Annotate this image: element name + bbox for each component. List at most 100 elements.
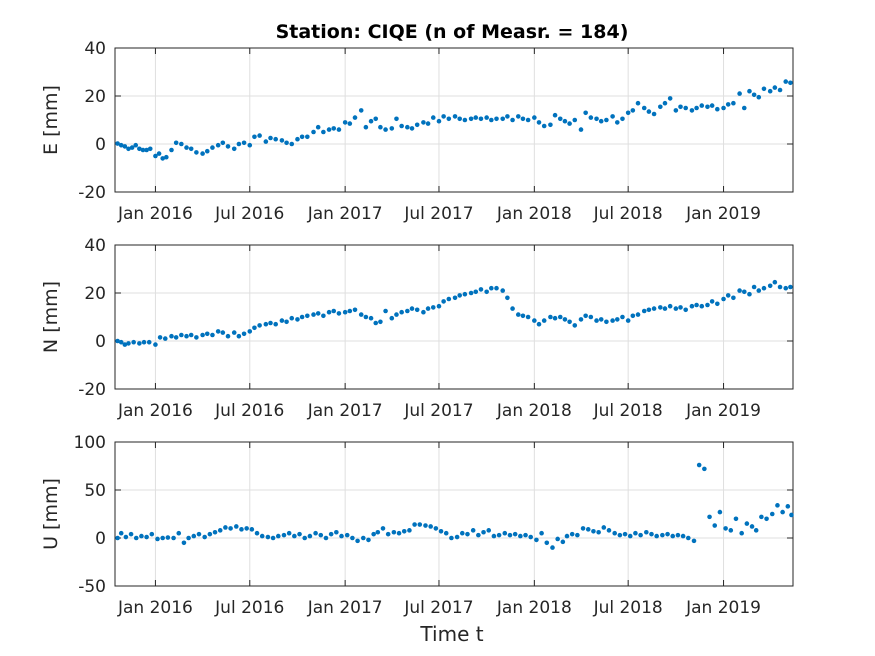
data-point [494, 116, 499, 122]
y-tick-label: 0 [95, 529, 106, 549]
data-point [536, 321, 542, 327]
data-point [247, 142, 253, 148]
data-point [115, 141, 120, 146]
x-tick-label: Jul 2018 [593, 598, 663, 618]
data-point [525, 117, 531, 123]
data-point [378, 319, 383, 325]
data-point [478, 287, 484, 292]
data-point [115, 535, 120, 541]
data-point [534, 537, 539, 543]
data-point [326, 127, 332, 132]
data-point [591, 528, 596, 534]
data-point [247, 329, 253, 334]
data-point [140, 147, 146, 153]
data-point [523, 532, 528, 538]
data-point [210, 332, 215, 338]
data-point [160, 156, 165, 161]
data-point [188, 332, 194, 338]
data-point [126, 341, 131, 346]
x-tick-label: Jan 2016 [117, 401, 193, 421]
data-point [678, 104, 683, 110]
data-point [751, 92, 757, 98]
data-point [764, 516, 769, 522]
x-tick-label: Jan 2019 [685, 401, 761, 421]
data-point [625, 110, 631, 116]
data-point [165, 535, 171, 540]
data-point [173, 335, 179, 340]
data-point [741, 289, 747, 295]
data-point [491, 533, 497, 539]
data-point [751, 284, 757, 290]
data-point [564, 533, 570, 539]
data-point [215, 329, 221, 334]
data-point [137, 341, 142, 346]
data-point [279, 318, 285, 323]
data-point [772, 279, 778, 285]
data-point [236, 333, 242, 339]
y-tick-label: 100 [74, 433, 106, 453]
data-point [737, 91, 742, 96]
data-point [375, 529, 381, 535]
data-point [210, 145, 215, 150]
data-point [446, 296, 452, 302]
data-point [358, 108, 364, 113]
data-point [141, 339, 147, 345]
data-point [614, 317, 620, 322]
data-point [164, 154, 169, 160]
data-point [620, 116, 625, 122]
data-point [635, 100, 641, 106]
data-point [118, 530, 124, 536]
data-point [630, 108, 636, 113]
data-point [194, 150, 199, 155]
data-point [191, 533, 197, 539]
data-point [715, 301, 720, 307]
data-point [588, 314, 594, 320]
data-point [788, 284, 793, 290]
data-point [184, 333, 189, 339]
data-point [520, 116, 526, 122]
panel-2: -20 0 20 40 Jan 2016 Jul 2016 Jan 2017 Jul 2017… [40, 236, 794, 421]
data-point [441, 114, 446, 119]
data-point [707, 514, 712, 520]
data-point [468, 116, 474, 122]
data-point [644, 529, 649, 535]
data-point [539, 530, 544, 536]
data-point [783, 285, 789, 291]
data-point [583, 110, 588, 116]
data-point [705, 104, 710, 110]
data-point [478, 116, 484, 122]
data-point [443, 530, 449, 536]
data-point [389, 315, 395, 321]
data-point [315, 311, 321, 316]
data-point [699, 303, 705, 309]
y-tick-label: 40 [84, 39, 106, 59]
data-point [299, 314, 305, 320]
data-point [186, 535, 191, 541]
data-point [731, 100, 736, 106]
data-point [683, 105, 689, 111]
data-point [496, 532, 502, 538]
data-point [548, 122, 553, 128]
data-point [604, 117, 609, 123]
data-point [417, 522, 423, 527]
data-point [313, 530, 318, 536]
data-point [709, 103, 715, 108]
data-point [662, 100, 668, 106]
data-point [638, 532, 643, 538]
data-point [651, 306, 657, 311]
data-point [658, 305, 663, 310]
data-point [311, 129, 316, 135]
data-point [560, 539, 566, 545]
data-point [515, 114, 521, 119]
data-point [302, 535, 308, 541]
data-point [414, 122, 420, 128]
data-point [759, 514, 764, 520]
y-tick-label: 0 [95, 332, 106, 352]
data-point [241, 140, 247, 146]
data-point [457, 293, 463, 298]
data-point [646, 307, 652, 313]
data-point [462, 291, 468, 297]
data-point [625, 318, 631, 323]
data-point [368, 118, 374, 124]
data-point [239, 527, 244, 532]
